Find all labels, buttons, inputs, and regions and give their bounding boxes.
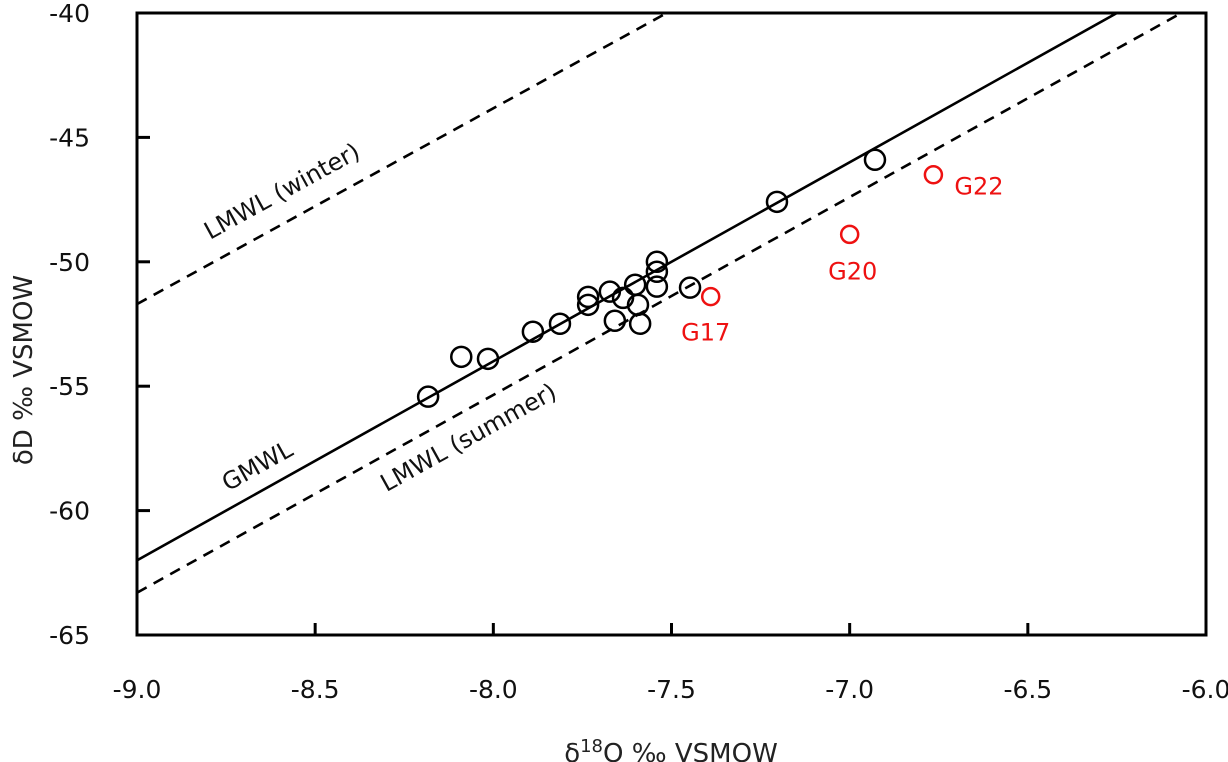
sample-point bbox=[603, 309, 627, 333]
sample-point bbox=[450, 345, 473, 369]
y-axis-title: δD ‰ VSMOW bbox=[9, 275, 39, 465]
y-tick-label: -60 bbox=[49, 497, 90, 526]
point-label-g20: G20 bbox=[828, 257, 877, 285]
x-axis-title: δ18O ‰ VSMOW bbox=[564, 736, 778, 762]
sample-point bbox=[645, 260, 669, 284]
y-axis: -65 -60 -55 -50 -45 -40 bbox=[49, 0, 150, 650]
sample-point bbox=[678, 276, 702, 299]
x-tick-label: -8.0 bbox=[469, 675, 518, 704]
sample-point bbox=[521, 320, 545, 343]
x-axis: -9.0 -8.5 -8.0 -7.5 -7.0 -6.5 -6.0 bbox=[113, 623, 1228, 704]
sample-point bbox=[863, 148, 887, 172]
x-tick-label: -6.0 bbox=[1182, 675, 1228, 704]
x-tick-label: -6.5 bbox=[1003, 675, 1052, 704]
sample-point bbox=[476, 347, 500, 371]
highlighted-point bbox=[700, 286, 721, 307]
sample-point bbox=[416, 385, 440, 408]
sample-point bbox=[576, 285, 600, 309]
y-tick-label: -55 bbox=[49, 372, 90, 401]
x-title-superscript: 18 bbox=[580, 736, 603, 757]
point-label-g22: G22 bbox=[954, 173, 1003, 201]
x-title-suffix: O ‰ VSMOW bbox=[603, 739, 778, 762]
x-tick-label: -8.5 bbox=[291, 675, 340, 704]
reference-lines bbox=[137, 13, 1185, 594]
sample-point bbox=[548, 312, 572, 336]
highlighted-point bbox=[839, 224, 860, 245]
sample-point bbox=[645, 275, 669, 298]
sample-point bbox=[611, 286, 635, 310]
x-tick-label: -7.0 bbox=[825, 675, 874, 704]
highlighted-point bbox=[923, 164, 944, 185]
label-lmwl-summer: LMWL (summer) bbox=[376, 378, 562, 498]
y-tick-label: -45 bbox=[49, 123, 90, 152]
line-lmwl-summer bbox=[137, 13, 1185, 594]
sample-point bbox=[598, 280, 622, 303]
x-tick-label: -7.5 bbox=[647, 675, 696, 704]
x-title-prefix: δ bbox=[564, 739, 580, 762]
x-tick-label: -9.0 bbox=[113, 675, 162, 704]
y-tick-label: -65 bbox=[49, 621, 90, 650]
sample-point bbox=[645, 250, 669, 274]
y-tick-label: -40 bbox=[49, 0, 90, 28]
point-label-g17: G17 bbox=[681, 319, 730, 347]
plot-frame bbox=[135, 11, 1208, 637]
line-lmwl-winter bbox=[137, 13, 670, 306]
y-tick-label: -50 bbox=[49, 248, 90, 277]
sample-point bbox=[628, 312, 652, 336]
data-points bbox=[416, 148, 944, 408]
sample-point bbox=[576, 293, 600, 317]
line-gmwl bbox=[137, 13, 1120, 562]
label-gmwl: GMWL bbox=[217, 435, 298, 497]
sample-point bbox=[765, 190, 789, 214]
